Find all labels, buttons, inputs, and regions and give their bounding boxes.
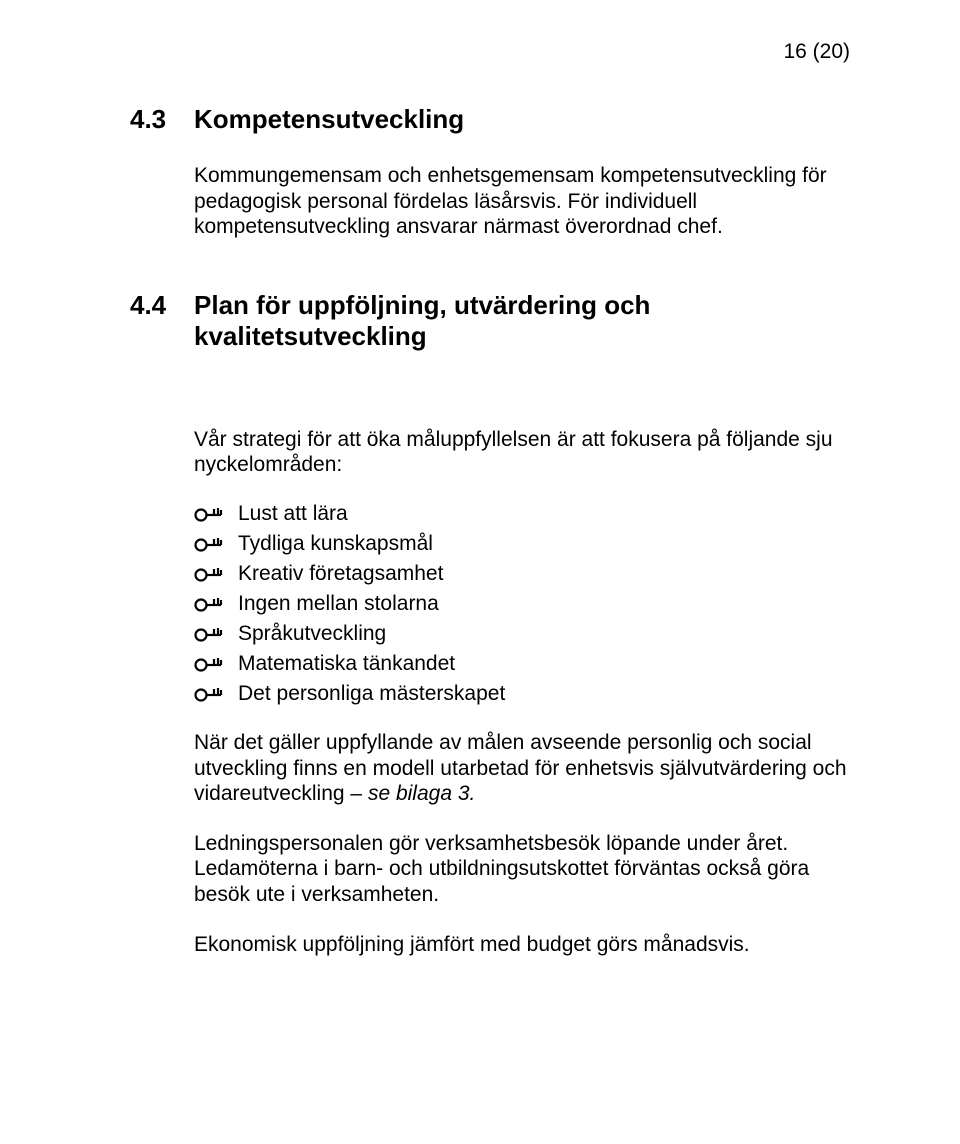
- list-item-label: Lust att lära: [238, 502, 348, 526]
- list-item: Matematiska tänkandet: [194, 652, 850, 676]
- list-item-label: Det personliga mästerskapet: [238, 682, 505, 706]
- key-icon: [194, 504, 238, 524]
- list-item: Tydliga kunskapsmål: [194, 532, 850, 556]
- key-icon: [194, 564, 238, 584]
- section-43-title: Kompetensutveckling: [194, 104, 464, 135]
- list-item: Lust att lära: [194, 502, 850, 526]
- list-item: Det personliga mästerskapet: [194, 682, 850, 706]
- key-icon: [194, 654, 238, 674]
- section-44-heading: 4.4 Plan för uppföljning, utvärdering oc…: [130, 290, 850, 352]
- section-44-paragraph-1: När det gäller uppfyllande av målen avse…: [194, 730, 850, 807]
- section-44-paragraph-3: Ekonomisk uppföljning jämfört med budget…: [194, 932, 850, 958]
- section-44-title: Plan för uppföljning, utvärdering och kv…: [194, 290, 850, 352]
- page-number: 16 (20): [130, 40, 850, 64]
- section-44-paragraph-2: Ledningspersonalen gör verksamhetsbesök …: [194, 831, 850, 908]
- list-item-label: Kreativ företagsamhet: [238, 562, 443, 586]
- key-icon: [194, 534, 238, 554]
- para1-text: När det gäller uppfyllande av målen avse…: [194, 731, 847, 805]
- key-icon: [194, 684, 238, 704]
- section-43-paragraph: Kommungemensam och enhetsgemensam kompet…: [194, 163, 850, 240]
- section-44-number: 4.4: [130, 290, 194, 321]
- section-43-heading: 4.3 Kompetensutveckling: [130, 104, 850, 135]
- list-item-label: Ingen mellan stolarna: [238, 592, 439, 616]
- key-icon: [194, 624, 238, 644]
- section-43-number: 4.3: [130, 104, 194, 135]
- para1-italic: se bilaga 3.: [368, 782, 475, 805]
- key-areas-list: Lust att lära Tydliga kunskapsmål Kreati…: [194, 502, 850, 706]
- list-item-label: Matematiska tänkandet: [238, 652, 455, 676]
- list-item: Kreativ företagsamhet: [194, 562, 850, 586]
- list-item: Ingen mellan stolarna: [194, 592, 850, 616]
- list-item-label: Tydliga kunskapsmål: [238, 532, 433, 556]
- list-item-label: Språkutveckling: [238, 622, 386, 646]
- section-44-intro: Vår strategi för att öka måluppfyllelsen…: [194, 427, 850, 478]
- list-item: Språkutveckling: [194, 622, 850, 646]
- key-icon: [194, 594, 238, 614]
